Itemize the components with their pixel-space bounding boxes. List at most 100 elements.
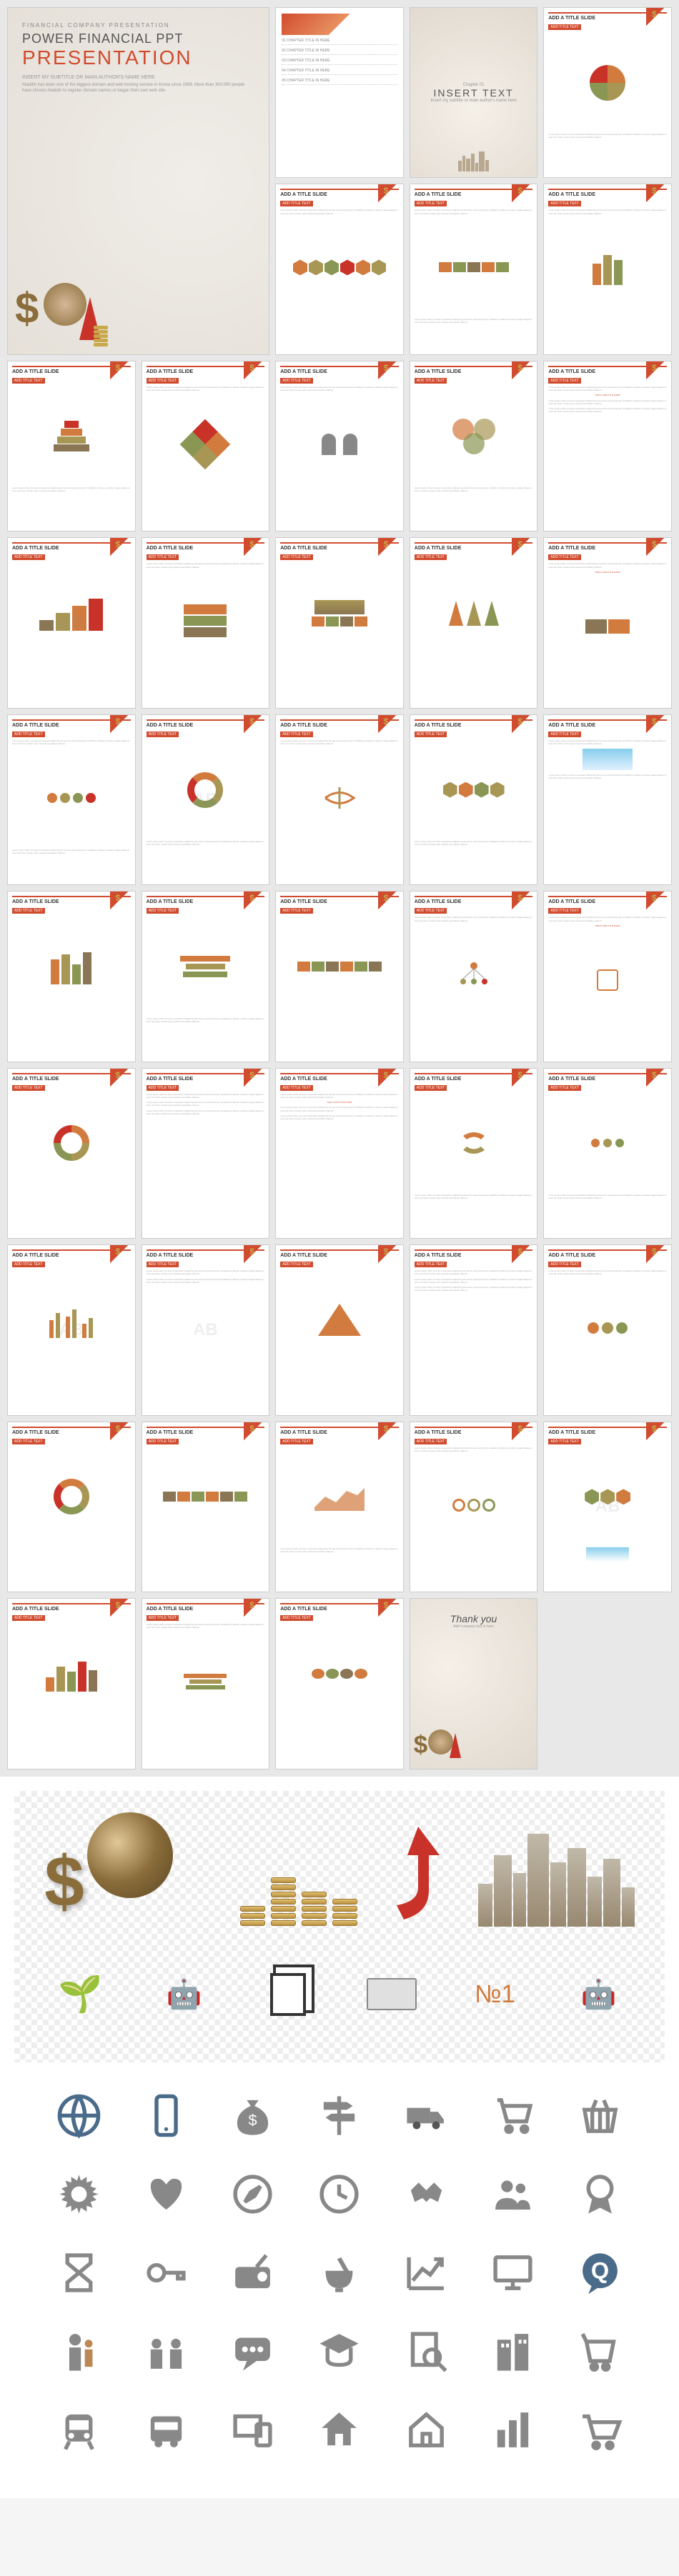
toc-item: 03 CHAPTER TITLE IN HERE [282, 57, 397, 65]
slide-title: ADD A TITLE SLIDE [415, 192, 462, 197]
radio-icon [217, 2241, 289, 2305]
corner-badge [512, 1245, 537, 1265]
slide-tag: ADD TITLE TEXT [12, 908, 45, 914]
column-chart [51, 949, 91, 984]
corner-badge [512, 892, 537, 912]
slide-title: ADD A TITLE SLIDE [12, 369, 59, 374]
dollar-icon: $ [414, 1731, 427, 1759]
corner-badge [110, 1422, 135, 1442]
body-text: Lorem ipsum dolor sit amet consectetur a… [280, 1547, 399, 1553]
slide-title: ADD A TITLE SLIDE [280, 192, 327, 197]
slide-title: ADD A TITLE SLIDE [12, 1253, 59, 1258]
content-slide: ADD A TITLE SLIDE ADD TITLE TEXT [275, 1244, 404, 1415]
arrow-asset [390, 1827, 447, 1927]
sub-title: "ADD A SUB TITLE SLIDE" [548, 394, 667, 396]
icon-grid [312, 1669, 367, 1679]
slide-title: ADD A TITLE SLIDE [12, 1607, 59, 1612]
description: Aladdin has been one of the biggest doma… [22, 83, 254, 94]
slide-title: ADD A TITLE SLIDE [415, 1077, 462, 1082]
hands-plant-icon: 🌱 [49, 1962, 113, 2027]
slide-title: ADD A TITLE SLIDE [548, 1077, 595, 1082]
content-slide: ADD A TITLE SLIDE ADD TITLE TEXT AB [543, 1422, 672, 1592]
corner-badge [110, 361, 135, 381]
body-text: Lorem ipsum dolor sit amet consectetur a… [147, 1109, 265, 1115]
body-text: Lorem ipsum dolor sit amet consectetur a… [548, 407, 667, 413]
corner-badge [512, 361, 537, 381]
slide-title: ADD A TITLE SLIDE [280, 1077, 327, 1082]
gear-icon [43, 2162, 115, 2227]
slide-grid: FINANCIAL COMPANY PRESENTATION POWER FIN… [0, 0, 679, 1777]
devices-icon [217, 2398, 289, 2462]
slide-title: ADD A TITLE SLIDE [415, 899, 462, 904]
content-slide: ADD A TITLE SLIDE ADD TITLE TEXT Lorem i… [275, 361, 404, 531]
body-text: Lorem ipsum dolor sit amet consectetur a… [415, 1194, 533, 1199]
stats-icon [477, 2398, 549, 2462]
content-slide: ADD A TITLE SLIDE ADD TITLE TEXT [275, 891, 404, 1062]
svg-text:Q: Q [591, 2258, 609, 2284]
corner-badge [646, 8, 671, 28]
icon-grid-section: $ Q [14, 2062, 665, 2484]
dot-icon [603, 1139, 612, 1147]
slide-tag: ADD TITLE TEXT [548, 1262, 581, 1267]
content-slide: ADD A TITLE SLIDE ADD TITLE TEXT Lorem i… [142, 1068, 270, 1239]
corner-badge [646, 1069, 671, 1089]
content-slide: ADD A TITLE SLIDE ADD TITLE TEXT Lorem i… [142, 361, 270, 531]
slide-title: ADD A TITLE SLIDE [280, 899, 327, 904]
assets-section: $ 🌱 🤖 №1 🤖 $ Q [0, 1777, 679, 2498]
svg-text:$: $ [249, 2111, 257, 2129]
body-text: Lorem ipsum dolor sit amet consectetur a… [147, 1278, 265, 1284]
dollar-asset: $ [44, 1841, 84, 1923]
cone-icon [467, 601, 481, 626]
content-slide: ADD A TITLE SLIDE ADD TITLE TEXT Lorem i… [543, 1068, 672, 1239]
money-bag-icon: $ [217, 2084, 289, 2148]
thanks-slide: Thank you Add company text in here $ [410, 1598, 538, 1769]
gantt-bar [189, 1679, 222, 1684]
body-text: Lorem ipsum dolor sit amet consectetur a… [280, 209, 399, 214]
users-icon [477, 2162, 549, 2227]
slide-tag: ADD TITLE TEXT [415, 554, 447, 560]
phone-icon [129, 2084, 202, 2148]
corner-badge [244, 715, 269, 735]
slide-title: ADD A TITLE SLIDE [415, 369, 462, 374]
slide-title: ADD A TITLE SLIDE [147, 723, 194, 728]
body-text: Lorem ipsum dolor sit amet consectetur a… [415, 318, 533, 324]
chat-icon [217, 2320, 289, 2384]
toc-item: 01 CHAPTER TITLE IN HERE [282, 37, 397, 45]
slide-tag: ADD TITLE TEXT [12, 1615, 45, 1621]
body-text: Lorem ipsum dolor sit amet consectetur a… [12, 486, 131, 492]
corner-badge [110, 1245, 135, 1265]
body-text: Lorem ipsum dolor sit amet consectetur a… [280, 1114, 399, 1120]
toc-slide: 01 CHAPTER TITLE IN HERE 02 CHAPTER TITL… [275, 7, 404, 178]
corner-badge [512, 184, 537, 204]
corner-badge [378, 892, 403, 912]
slide-tag: ADD TITLE TEXT [415, 908, 447, 914]
content-slide: ADD A TITLE SLIDE ADD TITLE TEXT Lorem i… [7, 714, 136, 885]
image-placeholder [586, 1547, 629, 1562]
chapter-slide: Chapter 01 INSERT TEXT Insert my subtitl… [410, 7, 538, 178]
progress-bar [180, 956, 230, 962]
corner-badge [378, 715, 403, 735]
monitor-icon [477, 2241, 549, 2305]
slide-tag: ADD TITLE TEXT [280, 201, 313, 206]
slide-title: ADD A TITLE SLIDE [280, 369, 327, 374]
donut-chart [54, 1125, 89, 1161]
building-icon [477, 2320, 549, 2384]
ring-icon [482, 1499, 495, 1512]
house-icon [303, 2398, 375, 2462]
corner-badge [512, 538, 537, 558]
toc-item: 05 CHAPTER TITLE IN HERE [282, 77, 397, 85]
corner-badge [646, 715, 671, 735]
corner-badge [110, 1069, 135, 1089]
tree-diagram [452, 960, 495, 989]
corner-badge [378, 184, 403, 204]
slide-tag: ADD TITLE TEXT [415, 378, 447, 384]
slide-tag: ADD TITLE TEXT [12, 554, 45, 560]
slide-title: ADD A TITLE SLIDE [415, 1253, 462, 1258]
subtitle: INSERT MY SUBTITLE OR MAIN AUTHOR'S NAME… [22, 75, 254, 80]
corner-badge [244, 1599, 269, 1619]
skyline-asset [478, 1834, 635, 1927]
content-slide: ADD A TITLE SLIDE ADD TITLE TEXT Lorem i… [543, 184, 672, 354]
body-text: Lorem ipsum dolor sit amet consectetur a… [548, 209, 667, 214]
slide-title: ADD A TITLE SLIDE [548, 16, 595, 21]
bubble-icon [602, 1322, 613, 1334]
